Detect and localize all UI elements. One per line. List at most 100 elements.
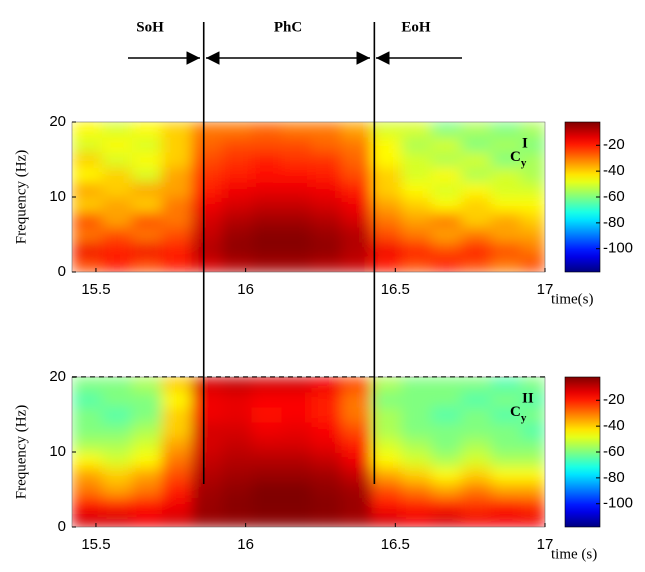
heatmap-cell	[72, 122, 103, 138]
heatmap-cell	[311, 197, 342, 213]
heatmap-cell	[191, 467, 223, 483]
heatmap-cell	[221, 227, 253, 243]
heatmap-cell	[341, 452, 372, 468]
heatmap-cell	[251, 122, 283, 138]
heatmap-cell	[431, 257, 462, 272]
heatmap-cell	[341, 182, 372, 198]
colorbar-tick-label: -100	[603, 240, 633, 257]
heatmap-cell	[191, 407, 223, 423]
heatmap-cell	[131, 512, 163, 527]
heatmap-cell	[491, 257, 522, 272]
heatmap-cell	[461, 137, 492, 153]
heatmap-cell	[221, 422, 253, 438]
heatmap-cell	[251, 437, 283, 453]
heatmap-cell	[371, 467, 402, 483]
heatmap-cell	[401, 377, 432, 393]
heatmap-cell	[371, 137, 402, 153]
heatmap-cell	[491, 137, 522, 153]
heatmap-cell	[341, 482, 372, 498]
heatmap	[72, 377, 545, 527]
heatmap-cell	[161, 182, 193, 198]
heatmap-cell	[341, 422, 372, 438]
heatmap-cell	[191, 182, 223, 198]
heatmap-cell	[72, 152, 103, 168]
heatmap-cell	[72, 512, 103, 527]
heatmap-cell	[251, 137, 283, 153]
heatmap-cell	[311, 497, 342, 513]
heatmap-cell	[101, 407, 133, 423]
heatmap-cell	[251, 392, 283, 408]
heatmap-cell	[72, 407, 103, 423]
heatmap-cell	[281, 152, 312, 168]
heatmap-cell	[191, 392, 223, 408]
heatmap-cell	[491, 437, 522, 453]
heatmap-cell	[521, 197, 545, 213]
colorbar	[564, 121, 601, 273]
heatmap-cell	[101, 212, 133, 228]
heatmap-cell	[461, 452, 492, 468]
heatmap-cell	[72, 497, 103, 513]
heatmap-cell	[281, 422, 312, 438]
colorbar-tick-label: -40	[603, 417, 625, 434]
heatmap-cell	[521, 482, 545, 498]
heatmap-cell	[251, 497, 283, 513]
heatmap-cell	[371, 392, 402, 408]
x-axis-label: time(s)	[551, 291, 594, 307]
heatmap-cell	[461, 467, 492, 483]
heatmap-cell	[281, 197, 312, 213]
heatmap-cell	[251, 257, 283, 272]
heatmap-cell	[431, 152, 462, 168]
colorbar-tick-label: -80	[603, 469, 625, 486]
heatmap-cell	[161, 152, 193, 168]
heatmap-cell	[101, 377, 133, 393]
heatmap-cell	[131, 482, 163, 498]
heatmap-cell	[521, 227, 545, 243]
phase-label: PhC	[274, 19, 302, 35]
heatmap-cell	[431, 212, 462, 228]
colorbar-tick-label: -40	[603, 162, 625, 179]
heatmap-cell	[191, 167, 223, 183]
heatmap-cell	[521, 437, 545, 453]
heatmap-cell	[341, 467, 372, 483]
heatmap-cell	[101, 122, 133, 138]
heatmap-cell	[101, 197, 133, 213]
heatmap-cell	[461, 497, 492, 513]
heatmap-cell	[461, 392, 492, 408]
heatmap-cell	[341, 122, 372, 138]
heatmap-cell	[371, 122, 402, 138]
heatmap-cell	[491, 512, 522, 527]
heatmap-cell	[191, 152, 223, 168]
heatmap-cell	[491, 122, 522, 138]
heatmap-cell	[101, 482, 133, 498]
x-tick-label: 15.5	[81, 281, 110, 298]
heatmap-cell	[72, 167, 103, 183]
heatmap-cell	[131, 422, 163, 438]
heatmap-cell	[371, 497, 402, 513]
heatmap-cell	[72, 392, 103, 408]
heatmap-cell	[401, 497, 432, 513]
heatmap-cell	[341, 437, 372, 453]
colorbar	[564, 376, 601, 528]
heatmap-cell	[281, 167, 312, 183]
heatmap-cell	[191, 422, 223, 438]
annotation-sup: I	[522, 135, 528, 151]
heatmap-cell	[281, 437, 312, 453]
heatmap-cell	[251, 227, 283, 243]
heatmap-cell	[281, 122, 312, 138]
heatmap-cell	[101, 452, 133, 468]
heatmap-cell	[461, 212, 492, 228]
annotation: Cy	[510, 149, 527, 168]
heatmap-cell	[311, 182, 342, 198]
heatmap-cell	[131, 437, 163, 453]
heatmap-cell	[431, 197, 462, 213]
heatmap-cell	[221, 242, 253, 258]
heatmap-cell	[101, 512, 133, 527]
heatmap-cell	[191, 257, 223, 272]
heatmap-cell	[101, 422, 133, 438]
annotation-symbol: C	[510, 404, 521, 420]
heatmap-cell	[221, 182, 253, 198]
heatmap-cell	[371, 377, 402, 393]
heatmap-cell	[251, 212, 283, 228]
heatmap-cell	[401, 512, 432, 527]
